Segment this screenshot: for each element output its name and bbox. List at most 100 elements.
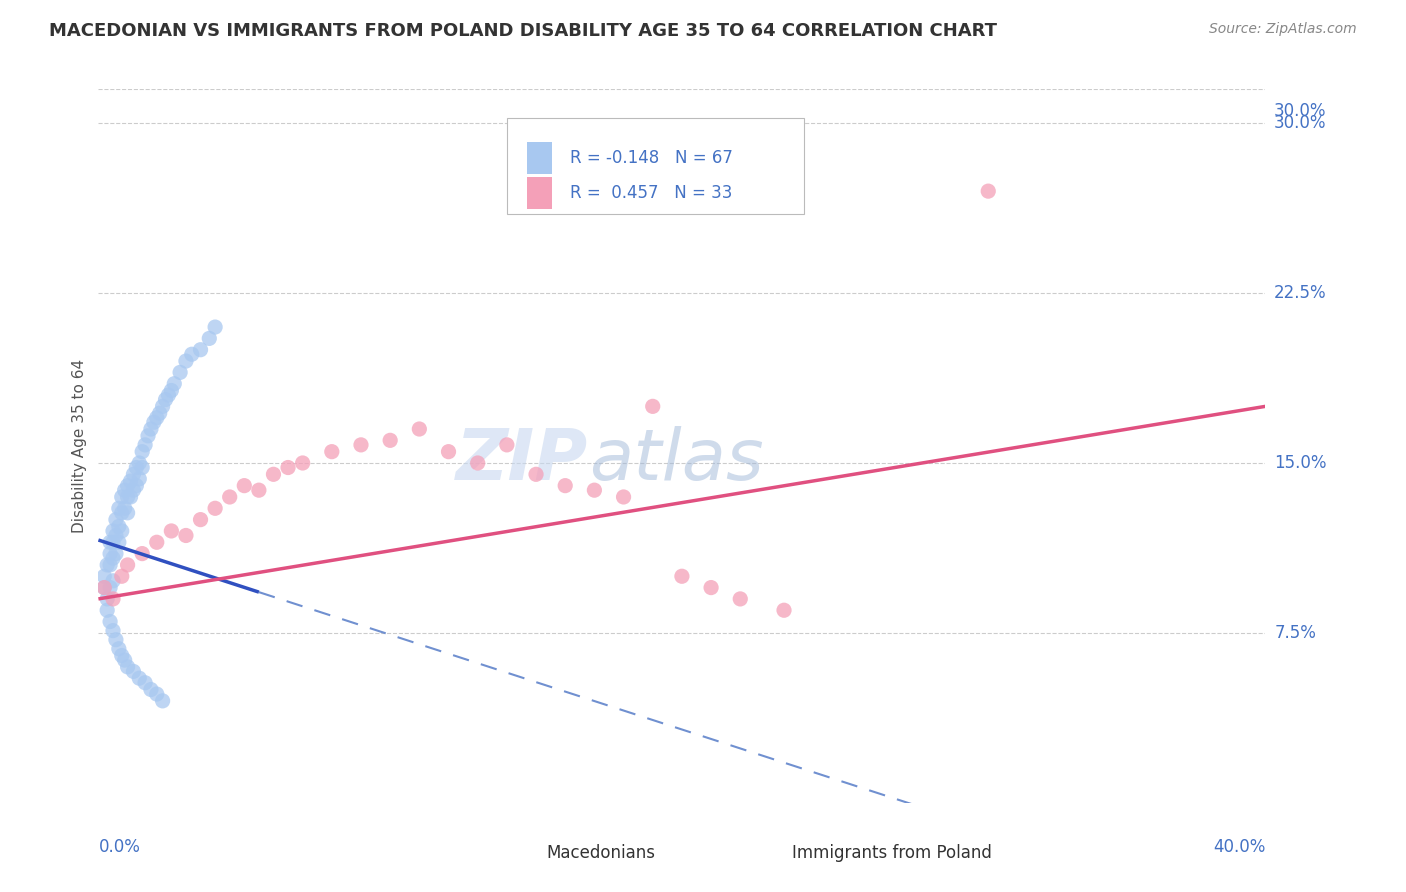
Point [114,483,136,498]
Text: 7.5%: 7.5% [1274,624,1316,642]
Point [122,665,145,679]
Point [152,400,174,414]
Text: R =  0.457   N = 33: R = 0.457 N = 33 [569,184,733,202]
Point [152,694,174,708]
Point [101,551,124,566]
Point [134,675,156,690]
Point [641,400,664,414]
Point [190,343,212,357]
Point [122,483,145,498]
Point [554,478,576,492]
Text: 40.0%: 40.0% [1213,838,1265,856]
Point [139,422,162,436]
Point [117,478,139,492]
Point [198,331,221,345]
Point [128,456,150,470]
Point [128,671,150,685]
Text: 0.0%: 0.0% [98,838,141,856]
Point [524,467,547,482]
Point [111,524,134,538]
Point [96,603,118,617]
Point [104,632,127,647]
Point [247,483,270,498]
Point [142,415,165,429]
Text: atlas: atlas [589,425,763,495]
Point [146,687,169,701]
Point [114,653,136,667]
Point [163,376,186,391]
Point [128,472,150,486]
Point [160,524,183,538]
Point [139,682,162,697]
Point [350,438,373,452]
Point [98,547,121,561]
Point [104,528,127,542]
Point [204,501,226,516]
Point [204,320,226,334]
Point [108,641,131,656]
Point [125,460,148,475]
Point [98,615,121,629]
Point [131,444,153,458]
Point [104,513,127,527]
Point [773,603,796,617]
FancyBboxPatch shape [527,177,553,209]
FancyBboxPatch shape [527,143,553,175]
Point [218,490,240,504]
FancyBboxPatch shape [513,840,538,869]
Point [467,456,489,470]
Point [155,392,177,407]
Point [233,478,256,492]
Text: Source: ZipAtlas.com: Source: ZipAtlas.com [1209,22,1357,37]
Point [111,506,134,520]
Point [408,422,430,436]
Text: 30.0%: 30.0% [1274,114,1327,132]
Point [149,406,172,420]
Point [496,438,519,452]
Text: Immigrants from Poland: Immigrants from Poland [792,844,991,862]
Point [117,506,139,520]
Point [180,347,202,361]
Point [122,467,145,482]
FancyBboxPatch shape [758,840,783,869]
Point [321,444,343,458]
Point [93,581,115,595]
Point [583,483,606,498]
Point [117,558,139,572]
Text: 30.0%: 30.0% [1274,102,1327,120]
Point [131,460,153,475]
FancyBboxPatch shape [508,118,804,214]
Point [96,558,118,572]
Point [98,581,121,595]
Text: Macedonians: Macedonians [547,844,655,862]
Point [437,444,460,458]
Point [977,184,1000,198]
Point [262,467,284,482]
Point [131,547,153,561]
Point [98,535,121,549]
Point [174,528,197,542]
Point [101,624,124,638]
Point [101,524,124,538]
Y-axis label: Disability Age 35 to 64: Disability Age 35 to 64 [72,359,87,533]
Point [101,591,124,606]
Point [120,490,142,504]
Point [117,660,139,674]
Point [93,581,115,595]
Point [114,501,136,516]
Point [169,365,191,379]
Point [291,456,314,470]
Point [101,574,124,588]
Point [96,591,118,606]
Point [700,581,723,595]
Point [108,501,131,516]
Point [111,490,134,504]
Point [117,490,139,504]
Point [612,490,634,504]
Text: MACEDONIAN VS IMMIGRANTS FROM POLAND DISABILITY AGE 35 TO 64 CORRELATION CHART: MACEDONIAN VS IMMIGRANTS FROM POLAND DIS… [49,22,997,40]
Point [108,535,131,549]
Point [136,429,159,443]
Point [146,535,169,549]
Text: R = -0.148   N = 67: R = -0.148 N = 67 [569,150,733,168]
Text: ZIP: ZIP [457,425,589,495]
